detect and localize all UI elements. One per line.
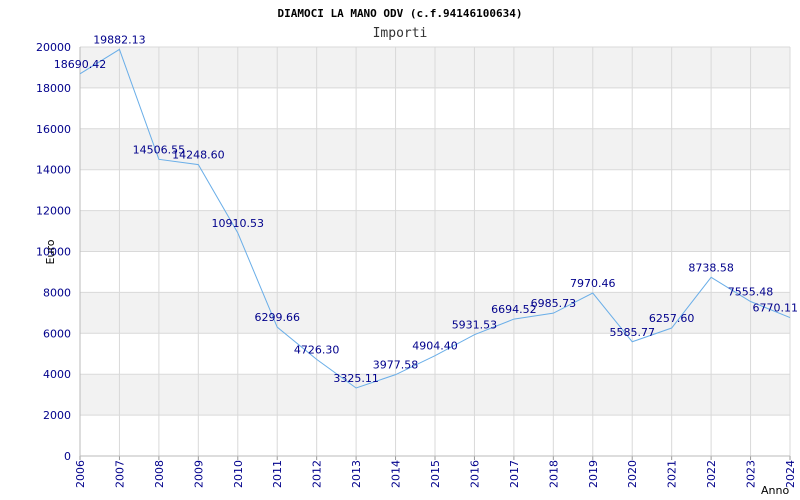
y-tick-label: 6000 bbox=[43, 327, 71, 340]
data-label: 6985.73 bbox=[531, 297, 577, 310]
data-label: 19882.13 bbox=[93, 33, 146, 46]
data-label: 18690.42 bbox=[54, 58, 107, 71]
x-tick-label: 2009 bbox=[192, 460, 205, 488]
x-tick-label: 2022 bbox=[705, 460, 718, 488]
x-tick-label: 2018 bbox=[547, 460, 560, 488]
y-tick-label: 4000 bbox=[43, 368, 71, 381]
data-label: 3977.58 bbox=[373, 359, 419, 372]
data-label: 5931.53 bbox=[452, 319, 498, 332]
x-tick-label: 2015 bbox=[429, 460, 442, 488]
data-label: 14506.55 bbox=[133, 143, 186, 156]
y-tick-label: 18000 bbox=[36, 82, 71, 95]
x-tick-label: 2023 bbox=[745, 460, 758, 488]
data-label: 6257.60 bbox=[649, 312, 695, 325]
y-tick-label: 20000 bbox=[36, 41, 71, 54]
x-tick-label: 2011 bbox=[271, 460, 284, 488]
y-tick-label: 14000 bbox=[36, 164, 71, 177]
data-label: 5585.77 bbox=[609, 326, 655, 339]
y-tick-label: 16000 bbox=[36, 123, 71, 136]
y-tick-label: 8000 bbox=[43, 286, 71, 299]
y-tick-labels: 0 2000 4000 6000 8000 10000 12000 14000 16000 180… bbox=[36, 41, 71, 463]
y-tick-label: 2000 bbox=[43, 409, 71, 422]
data-label: 6299.66 bbox=[254, 311, 300, 324]
data-label: 3325.11 bbox=[333, 372, 379, 385]
chart-subtitle: Importi bbox=[373, 26, 428, 41]
series-line bbox=[79, 48, 791, 389]
x-tick-label: 2010 bbox=[232, 460, 245, 488]
x-tick-label: 2006 bbox=[74, 460, 87, 488]
data-label: 10910.53 bbox=[212, 217, 265, 230]
x-tick-label: 2016 bbox=[468, 460, 481, 488]
x-tick-label: 2020 bbox=[626, 460, 639, 488]
y-tick-label: 0 bbox=[64, 450, 71, 463]
x-tick-label: 2007 bbox=[113, 460, 126, 488]
data-label: 6770.11 bbox=[753, 302, 799, 315]
x-tick-label: 2012 bbox=[311, 460, 324, 488]
y-tick-label: 10000 bbox=[36, 246, 71, 259]
x-tick-label: 2013 bbox=[350, 460, 363, 488]
x-tick-label: 2024 bbox=[784, 460, 797, 488]
y-tick-label: 12000 bbox=[36, 205, 71, 218]
axes bbox=[79, 47, 791, 460]
data-label: 7970.46 bbox=[570, 277, 616, 290]
data-label: 7555.48 bbox=[728, 285, 774, 298]
x-tick-labels: 2006 2007 2008 2009 2010 2011 2012 2013 2014 2015… bbox=[74, 460, 797, 488]
data-label: 6694.52 bbox=[491, 303, 537, 316]
data-label: 14248.60 bbox=[172, 149, 225, 162]
data-label: 8738.58 bbox=[688, 261, 734, 274]
data-label: 4904.40 bbox=[412, 340, 458, 353]
x-tick-label: 2008 bbox=[153, 460, 166, 488]
y-axis-label: Euro bbox=[44, 239, 57, 264]
x-tick-label: 2021 bbox=[666, 460, 679, 488]
grid-lines bbox=[79, 46, 791, 457]
x-axis-label: Anno bbox=[761, 484, 789, 497]
x-tick-label: 2017 bbox=[508, 460, 521, 488]
x-tick-label: 2019 bbox=[587, 460, 600, 488]
chart-title: DIAMOCI LA MANO ODV (c.f.94146100634) bbox=[277, 7, 522, 20]
data-label: 4726.30 bbox=[294, 343, 340, 356]
series-line-path bbox=[79, 48, 791, 389]
x-tick-label: 2014 bbox=[390, 460, 403, 488]
